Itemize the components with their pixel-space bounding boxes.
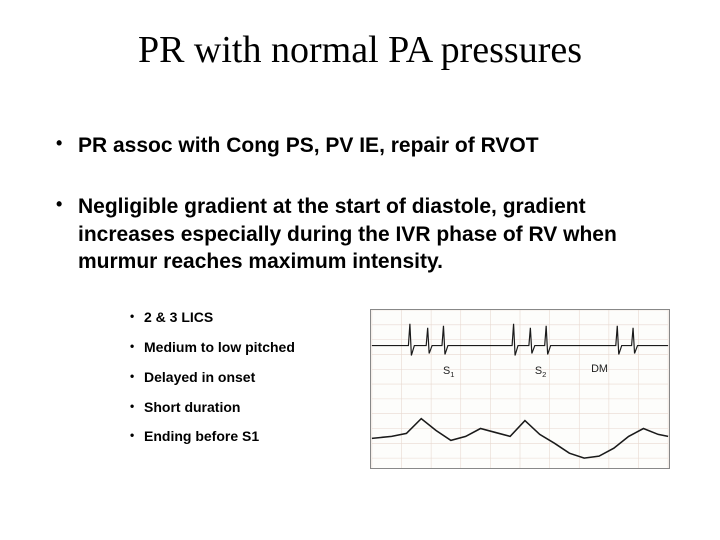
lower-section: 2 & 3 LICS Medium to low pitched Delayed… [50,309,670,469]
sub-bullet-item: Short duration [130,399,295,416]
waveform-svg: S1S2DM [371,310,669,468]
svg-text:DM: DM [591,363,608,375]
main-bullet-item: Negligible gradient at the start of dias… [50,193,670,275]
main-bullet-list: PR assoc with Cong PS, PV IE, repair of … [50,132,670,275]
phonocardiogram-diagram: S1S2DM [370,309,670,469]
sub-bullet-item: Ending before S1 [130,428,295,445]
main-bullet-item: PR assoc with Cong PS, PV IE, repair of … [50,132,670,159]
sub-bullet-list: 2 & 3 LICS Medium to low pitched Delayed… [130,309,295,458]
sub-bullet-item: 2 & 3 LICS [130,309,295,326]
sub-bullet-item: Medium to low pitched [130,339,295,356]
sub-bullet-item: Delayed in onset [130,369,295,386]
slide-title: PR with normal PA pressures [50,28,670,72]
